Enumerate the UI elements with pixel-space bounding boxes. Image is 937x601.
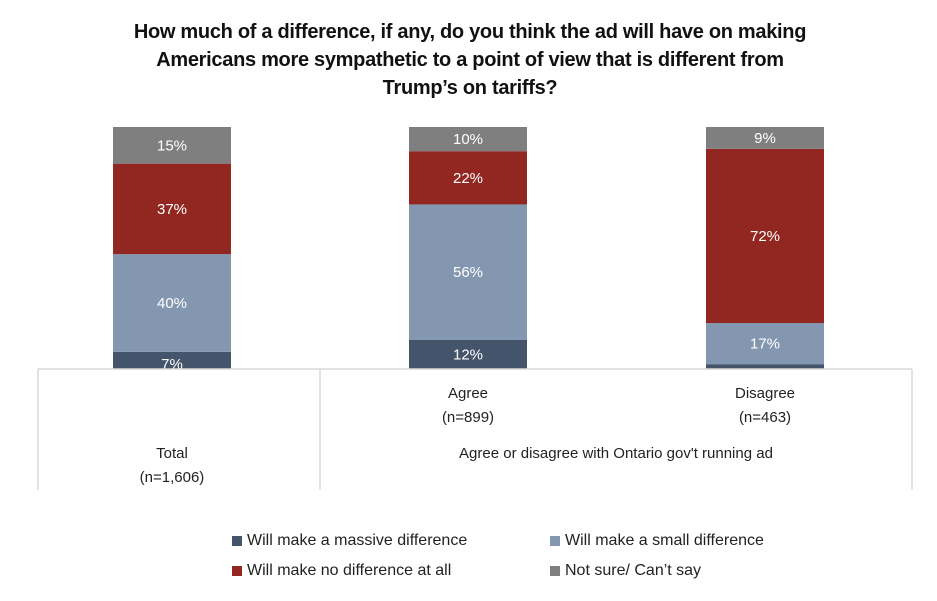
category-n-agree: (n=899) <box>442 409 494 426</box>
bar-segment-disagree-massive <box>706 364 824 369</box>
data-label-total-no-difference: 37% <box>157 201 187 218</box>
legend-swatch-not-sure <box>550 566 560 576</box>
title-line-3: Trump’s on tariffs? <box>382 77 558 99</box>
bar-segment-disagree-small <box>706 323 824 365</box>
bar-segment-agree-not-sure <box>409 127 527 152</box>
title-line-1: How much of a difference, if any, do you… <box>133 21 807 43</box>
bar-segment-agree-massive <box>409 339 527 369</box>
group-label: Agree or disagree with Ontario gov't run… <box>459 445 773 462</box>
bar-segment-total-massive <box>113 351 231 369</box>
data-label-disagree-not-sure: 9% <box>754 130 776 147</box>
legend-swatch-massive <box>232 536 242 546</box>
data-label-agree-not-sure: 10% <box>453 131 483 148</box>
bar-segment-total-small <box>113 254 231 352</box>
legend-item-not-sure: Not sure/ Can’t say <box>550 562 701 580</box>
data-label-agree-small: 56% <box>453 264 483 281</box>
category-label-agree: Agree <box>448 385 488 402</box>
bar-segment-total-no-difference <box>113 163 231 255</box>
legend-label-not-sure: Not sure/ Can’t say <box>565 562 702 579</box>
category-n-disagree: (n=463) <box>739 409 791 426</box>
legend-item-massive: Will make a massive difference <box>232 532 467 550</box>
data-label-agree-massive: 12% <box>453 346 483 363</box>
legend-swatch-no-difference <box>232 566 242 576</box>
data-label-disagree-small: 17% <box>750 336 780 353</box>
chart-title: How much of a difference, if any, do you… <box>60 18 880 102</box>
data-label-agree-no-difference: 22% <box>453 170 483 187</box>
data-label-disagree-no-difference: 72% <box>750 228 780 245</box>
bar-segment-disagree-not-sure <box>706 127 824 149</box>
legend-item-no-difference: Will make no difference at all <box>232 562 451 580</box>
bars-group: 7% 40% 37% 15% 12% 56% 22% 10% 17% 72% 9% <box>113 127 824 373</box>
legend-item-small: Will make a small difference <box>550 532 764 550</box>
legend-swatch-small <box>550 536 560 546</box>
category-n-total: (n=1,606) <box>140 469 205 486</box>
legend-label-no-difference: Will make no difference at all <box>247 562 452 579</box>
data-label-total-small: 40% <box>157 295 187 312</box>
title-line-2: Americans more sympathetic to a point of… <box>156 49 784 71</box>
bar-segment-agree-no-difference <box>409 151 527 205</box>
category-label-disagree: Disagree <box>735 385 795 402</box>
legend-label-small: Will make a small difference <box>565 532 764 549</box>
legend-label-massive: Will make a massive difference <box>247 532 468 549</box>
category-axis-table: Total (n=1,606) Agree (n=899) Disagree (… <box>37 368 913 490</box>
data-label-total-not-sure: 15% <box>157 137 187 154</box>
bar-segment-agree-small <box>409 204 527 340</box>
bar-segment-disagree-no-difference <box>706 148 824 324</box>
category-label-total: Total <box>156 445 188 462</box>
bar-segment-total-not-sure <box>113 127 231 164</box>
data-label-total-massive: 7% <box>161 356 183 373</box>
